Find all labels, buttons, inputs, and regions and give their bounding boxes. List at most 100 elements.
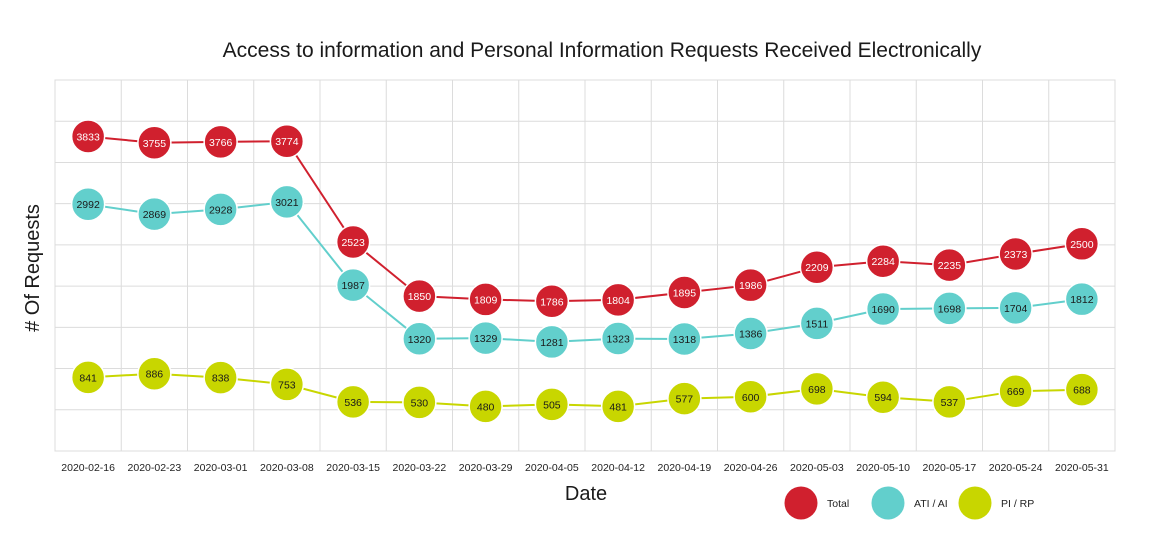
x-tick-label: 2020-05-31: [1055, 462, 1109, 474]
data-label: 3766: [209, 137, 233, 149]
x-tick-label: 2020-05-03: [790, 462, 844, 474]
data-point: [932, 247, 967, 283]
data-label: 2928: [209, 204, 233, 216]
legend-swatch: [871, 486, 905, 520]
data-point: [998, 373, 1033, 409]
data-point: [733, 316, 768, 351]
data-label: 1895: [673, 288, 697, 300]
data-label: 530: [411, 397, 429, 409]
data-label: 3755: [143, 138, 167, 150]
data-label: 753: [278, 379, 296, 391]
data-point: [600, 282, 636, 318]
x-tick-label: 2020-05-10: [856, 462, 910, 474]
data-point: [70, 119, 106, 154]
series-lines: [87, 135, 1083, 408]
y-axis-title: # Of Requests: [22, 204, 44, 332]
data-label: 1329: [474, 333, 498, 345]
data-label: 1804: [606, 295, 630, 307]
data-point: [534, 387, 570, 422]
data-point: [799, 306, 835, 341]
data-label: 1323: [606, 334, 630, 346]
data-label: 669: [1007, 386, 1025, 398]
data-point: [335, 224, 371, 260]
data-point: [137, 196, 172, 232]
data-point: [468, 389, 503, 424]
chart-grid: [54, 79, 1116, 452]
x-tick-label: 2020-04-26: [724, 462, 778, 474]
data-label: 3021: [275, 197, 299, 209]
data-point: [402, 385, 437, 420]
data-point: [269, 184, 305, 220]
data-label: 1704: [1004, 303, 1028, 315]
data-point: [335, 384, 371, 420]
x-tick-label: 2020-02-23: [128, 462, 182, 474]
data-point: [600, 389, 636, 424]
data-point: [865, 243, 901, 279]
legend-swatch: [958, 486, 992, 520]
x-tick-label: 2020-04-05: [525, 462, 579, 474]
data-point: [667, 275, 702, 310]
data-point: [269, 123, 305, 159]
data-point: [865, 379, 901, 415]
x-tick-label: 2020-04-19: [658, 462, 712, 474]
x-tick-label: 2020-03-01: [194, 462, 248, 474]
data-point: [667, 321, 702, 357]
data-label: 698: [808, 384, 826, 396]
data-point: [468, 282, 503, 317]
data-label: 536: [344, 397, 362, 409]
data-label: 1809: [474, 294, 498, 306]
data-label: 1986: [739, 280, 763, 292]
data-label: 1318: [673, 334, 697, 346]
data-point: [534, 284, 570, 319]
chart-title: Access to information and Personal Infor…: [223, 39, 982, 62]
legend-label: Total: [827, 498, 849, 510]
data-label: 1690: [871, 304, 895, 316]
x-tick-label: 2020-03-22: [393, 462, 447, 474]
x-axis-title: Date: [565, 483, 607, 505]
data-point: [534, 324, 570, 360]
data-label: 1987: [341, 280, 365, 292]
data-point: [733, 379, 768, 415]
data-label: 2869: [143, 209, 167, 221]
data-label: 577: [676, 394, 694, 406]
x-tick-label: 2020-05-17: [923, 462, 977, 474]
series-line: [88, 372, 1082, 408]
series-line: [88, 135, 1083, 303]
data-label: 3774: [275, 136, 299, 148]
data-point: [1064, 372, 1100, 407]
data-label: 1812: [1070, 294, 1094, 306]
data-label: 1698: [938, 303, 962, 315]
data-label: 2500: [1070, 239, 1094, 251]
legend-swatch: [784, 486, 818, 520]
data-label: 688: [1073, 385, 1091, 397]
data-point: [865, 291, 901, 327]
data-point: [203, 360, 238, 395]
x-tick-label: 2020-05-24: [989, 462, 1043, 474]
data-point: [468, 320, 503, 356]
data-point: [70, 360, 106, 395]
data-label: 2209: [805, 262, 829, 274]
data-label: 2992: [76, 199, 100, 211]
data-point: [799, 371, 835, 407]
data-point: [335, 267, 371, 303]
data-point: [998, 236, 1033, 272]
data-label: 2373: [1004, 249, 1028, 261]
x-axis-ticks: 2020-02-16 2020-02-23 2020-03-01 2020-03-08…: [61, 462, 1109, 474]
data-point: [667, 381, 702, 416]
x-tick-label: 2020-03-15: [326, 462, 380, 474]
data-label: 1511: [806, 318, 829, 330]
data-point: [137, 356, 172, 391]
data-point: [402, 278, 437, 314]
data-point: [402, 321, 437, 357]
data-point: [600, 321, 636, 356]
legend-label: ATI / AI: [914, 498, 948, 510]
data-point: [203, 124, 238, 160]
data-point: [932, 291, 967, 326]
data-label: 1386: [739, 328, 763, 340]
x-tick-label: 2020-03-29: [459, 462, 513, 474]
data-label: 594: [874, 392, 892, 404]
x-tick-label: 2020-02-16: [61, 462, 115, 474]
x-tick-label: 2020-03-08: [260, 462, 314, 474]
data-label: 838: [212, 373, 230, 385]
data-label: 2523: [341, 237, 365, 249]
